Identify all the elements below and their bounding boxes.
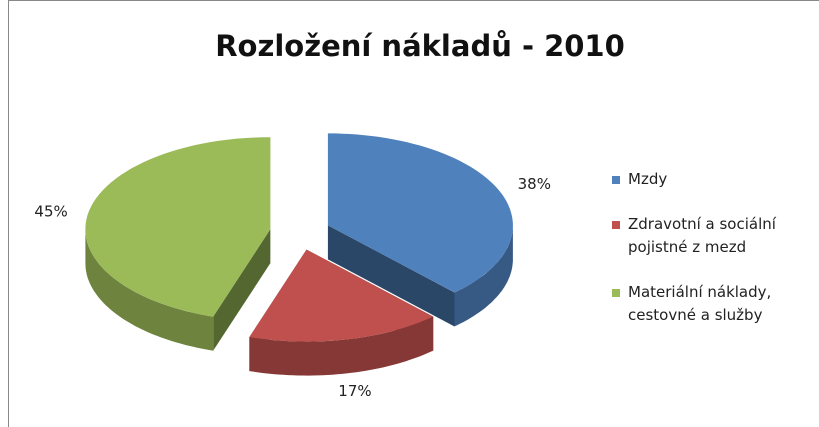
pie-slice xyxy=(85,137,271,317)
legend-item: Mzdy xyxy=(612,168,812,191)
chart-border xyxy=(8,0,819,427)
pie-slice xyxy=(249,249,434,342)
data-label: 17% xyxy=(338,382,371,400)
legend-item: Zdravotní a sociální pojistné z mezd xyxy=(612,213,812,259)
chart-title: Rozložení nákladů - 2010 xyxy=(215,29,625,63)
slice-side xyxy=(85,229,214,351)
slice-side xyxy=(454,225,513,327)
legend-swatch xyxy=(612,289,620,297)
pie-tops xyxy=(85,133,513,342)
pie-slice xyxy=(327,133,513,293)
slice-face xyxy=(213,229,271,351)
data-label: 38% xyxy=(518,175,551,193)
legend: Mzdy Zdravotní a sociální pojistné z mezd… xyxy=(612,168,812,349)
legend-swatch xyxy=(612,221,620,229)
legend-swatch xyxy=(612,176,620,184)
slice-face xyxy=(327,225,455,327)
legend-label: Zdravotní a sociální pojistné z mezd xyxy=(628,215,776,256)
slice-side xyxy=(249,316,434,376)
legend-label: Materiální náklady, cestovné a služby xyxy=(628,283,772,324)
legend-label: Mzdy xyxy=(628,170,668,188)
legend-item: Materiální náklady, cestovné a služby xyxy=(612,281,812,327)
data-label: 45% xyxy=(34,202,67,220)
